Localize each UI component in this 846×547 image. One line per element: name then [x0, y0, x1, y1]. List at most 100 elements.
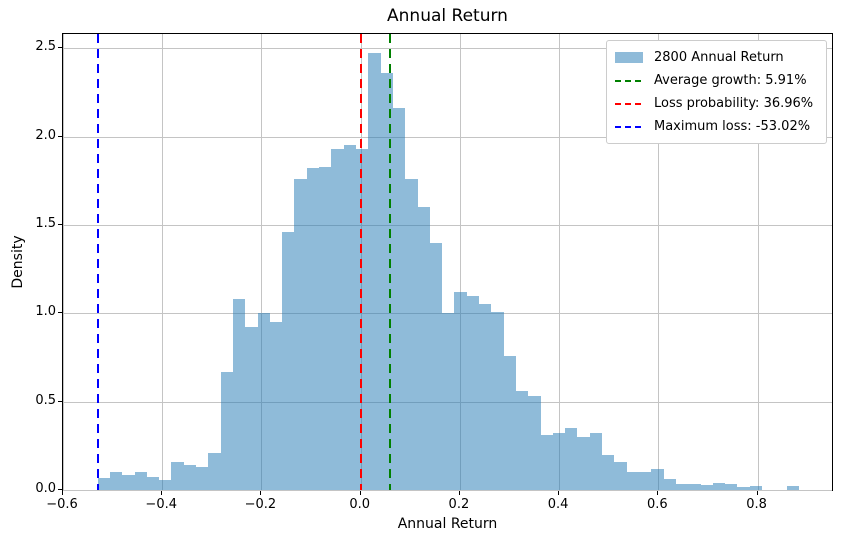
histogram-bar — [417, 207, 430, 490]
legend-item: Maximum loss: -53.02% — [615, 115, 826, 138]
histogram-bar — [614, 461, 627, 490]
legend-label: Maximum loss: -53.02% — [654, 119, 811, 134]
histogram-bar — [319, 166, 332, 490]
histogram-bar — [577, 436, 590, 490]
histogram-bar — [552, 433, 566, 490]
plot-area: 2800 Annual Return Average growth: 5.91% L… — [62, 33, 833, 491]
x-tick-label: 0.8 — [746, 497, 767, 512]
y-gridline — [63, 48, 832, 50]
histogram-bar — [208, 452, 221, 490]
histogram-bar — [639, 472, 652, 490]
x-axis-label: Annual Return — [397, 516, 498, 532]
x-tick — [161, 491, 163, 495]
legend-item: 2800 Annual Return — [615, 46, 826, 69]
y-gridline — [63, 136, 832, 138]
y-tick — [58, 400, 62, 402]
histogram-bar — [183, 465, 197, 490]
histogram-bar — [109, 472, 123, 490]
x-tick-label: 0.2 — [448, 497, 470, 512]
legend-dash-icon — [615, 79, 643, 82]
histogram-bar — [171, 461, 184, 490]
histogram-bar — [712, 482, 726, 490]
legend: 2800 Annual Return Average growth: 5.91% L… — [606, 40, 827, 144]
x-tick — [657, 491, 659, 495]
maximum-loss-line — [96, 34, 99, 490]
x-gridline — [658, 34, 660, 490]
histogram-bar — [589, 433, 603, 490]
histogram-bar — [380, 72, 393, 490]
x-tick — [260, 491, 262, 495]
histogram-bar — [392, 108, 406, 490]
histogram-bar — [466, 295, 480, 490]
histogram-bar — [503, 355, 516, 490]
histogram-bar — [232, 299, 246, 490]
histogram-bar — [306, 168, 320, 490]
x-tick-label: 0.6 — [647, 497, 668, 512]
histogram-bar — [196, 467, 209, 490]
y-tick-label: 1.0 — [35, 304, 56, 320]
histogram-bar — [282, 231, 295, 490]
legend-label: 2800 Annual Return — [654, 50, 784, 65]
histogram-bar — [688, 484, 701, 490]
x-tick-label: −0.4 — [145, 497, 177, 512]
histogram-bar — [565, 428, 578, 490]
legend-item: Average growth: 5.91% — [615, 69, 826, 92]
histogram-bar — [479, 304, 492, 490]
y-tick — [58, 135, 62, 137]
x-tick — [62, 491, 63, 495]
legend-patch-icon — [615, 52, 643, 63]
x-tick-label: 0.4 — [547, 497, 569, 512]
histogram-bar — [786, 486, 799, 490]
x-tick — [458, 491, 460, 495]
y-tick-label: 0.0 — [35, 481, 56, 496]
x-tick-label: 0.0 — [349, 497, 371, 512]
chart-title: Annual Return — [387, 6, 508, 26]
y-tick — [58, 312, 62, 314]
legend-label: Average growth: 5.91% — [654, 73, 807, 88]
histogram-bar — [540, 435, 553, 490]
histogram-bar — [442, 313, 455, 490]
y-axis-label: Density — [10, 235, 26, 289]
y-gridline — [63, 490, 832, 491]
histogram-bar — [122, 474, 135, 490]
histogram-bar — [159, 480, 172, 490]
histogram-bar — [602, 454, 615, 490]
histogram-bar — [269, 322, 283, 490]
legend-dash-icon — [615, 125, 643, 128]
x-gridline — [162, 34, 164, 490]
y-tick-label: 0.5 — [35, 392, 56, 408]
y-tick-label: 2.5 — [35, 39, 56, 55]
histogram-bar — [675, 483, 689, 490]
legend-item: Loss probability: 36.96% — [615, 92, 826, 115]
y-gridline — [63, 224, 832, 226]
histogram-bar — [97, 477, 110, 490]
y-tick — [58, 223, 62, 225]
x-gridline — [757, 34, 759, 490]
x-tick-label: −0.2 — [244, 497, 277, 512]
x-gridline — [63, 34, 64, 490]
histogram-bar — [725, 484, 738, 490]
histogram-bar — [356, 148, 369, 490]
histogram-bar — [626, 472, 639, 490]
histogram-bar — [405, 178, 418, 490]
histogram-bar — [343, 145, 356, 490]
histogram-bar — [429, 242, 443, 490]
x-gridline — [261, 34, 263, 490]
loss-probability-line — [359, 34, 362, 490]
y-tick — [58, 489, 62, 490]
histogram-bar — [331, 148, 344, 490]
x-tick — [359, 491, 361, 495]
histogram-bar — [368, 53, 381, 490]
x-tick — [558, 491, 560, 495]
x-gridline — [559, 34, 561, 490]
histogram-bar — [528, 396, 541, 490]
x-tick-label: −0.6 — [46, 497, 78, 512]
histogram-bar — [663, 479, 676, 490]
histogram-bar — [737, 486, 750, 490]
x-gridline — [459, 34, 461, 490]
legend-dash-icon — [615, 102, 643, 105]
average-growth-line — [388, 34, 391, 490]
histogram-bar — [515, 391, 529, 490]
histogram-bar — [245, 327, 258, 490]
